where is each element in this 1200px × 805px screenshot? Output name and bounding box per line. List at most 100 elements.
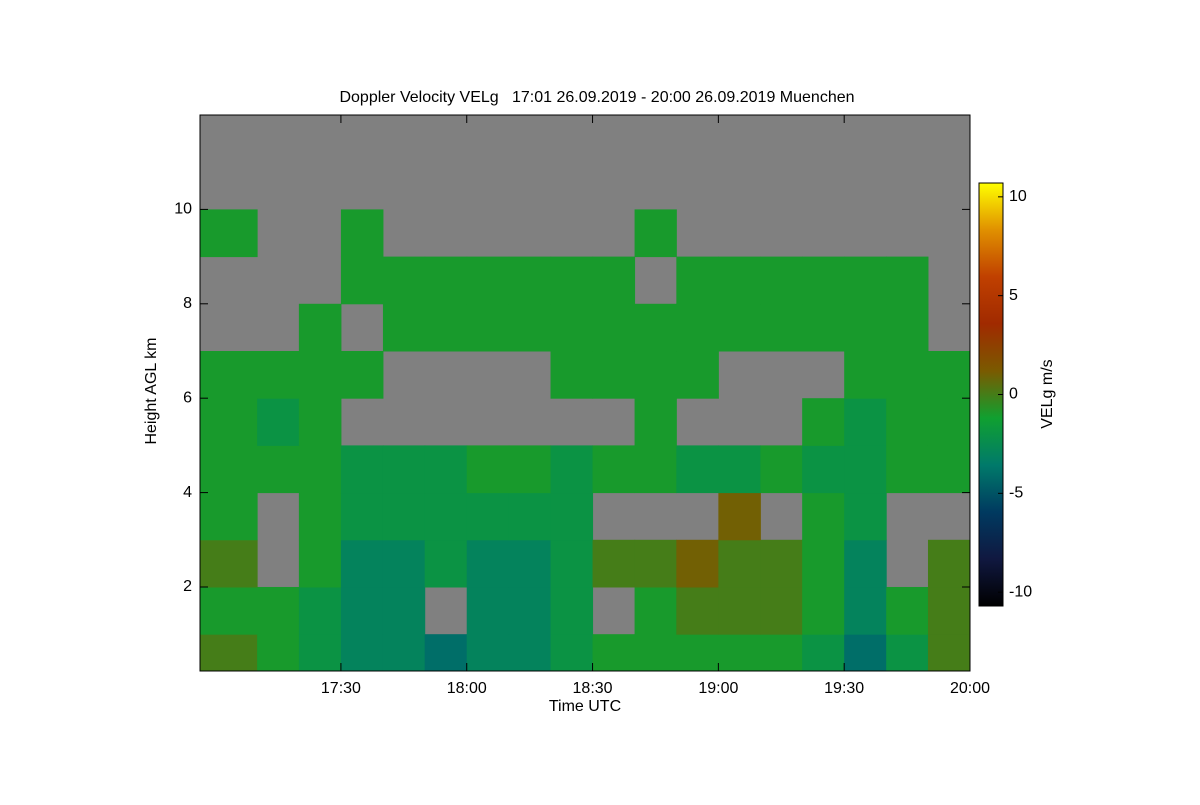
- heatmap-cell: [676, 539, 719, 588]
- heatmap-cell: [298, 445, 342, 494]
- heatmap-cell: [592, 303, 636, 352]
- heatmap-cell: [424, 303, 468, 352]
- heatmap-cell: [298, 586, 342, 635]
- heatmap-cell: [508, 586, 552, 635]
- heatmap-cell: [718, 492, 761, 541]
- heatmap-cell: [676, 445, 719, 494]
- heatmap-cell: [424, 445, 468, 494]
- heatmap-cell: [592, 256, 636, 305]
- heatmap-cell: [200, 492, 258, 541]
- heatmap-cell: [466, 256, 510, 305]
- heatmap-cell: [257, 445, 300, 494]
- heatmap-cell: [257, 634, 300, 672]
- heatmap-cell: [340, 350, 384, 399]
- heatmap-cell: [382, 492, 426, 541]
- y-tick-label: 8: [183, 295, 192, 312]
- heatmap-cell: [844, 303, 887, 352]
- heatmap-cell: [844, 256, 887, 305]
- heatmap-cell: [760, 303, 803, 352]
- heatmap-cell: [200, 586, 258, 635]
- heatmap-cell: [340, 256, 384, 305]
- x-tick-label: 19:30: [824, 680, 864, 697]
- heatmap-cell: [634, 634, 677, 672]
- heatmap-cell: [927, 634, 971, 672]
- heatmap-cell: [424, 256, 468, 305]
- heatmap-cell: [634, 350, 677, 399]
- heatmap-cell: [634, 445, 677, 494]
- heatmap-cell: [844, 350, 887, 399]
- x-tick-label: 17:30: [321, 680, 361, 697]
- heatmap-cell: [844, 398, 887, 446]
- colorbar-tick-label: -10: [1009, 583, 1032, 600]
- heatmap-cell: [634, 209, 677, 258]
- y-tick-label: 4: [183, 484, 192, 501]
- y-tick-label: 10: [174, 201, 192, 218]
- heatmap-cell: [718, 586, 761, 635]
- heatmap-cell: [634, 398, 677, 446]
- colorbar-tick-label: 10: [1009, 188, 1027, 205]
- heatmap-cell: [382, 303, 426, 352]
- heatmap-cell: [508, 634, 552, 672]
- heatmap-cell: [760, 445, 803, 494]
- heatmap-cell: [550, 586, 594, 635]
- heatmap-cell: [676, 256, 719, 305]
- heatmap-cell: [592, 445, 636, 494]
- heatmap-cell: [886, 634, 929, 672]
- heatmap-cell: [257, 586, 300, 635]
- heatmap-cell: [508, 539, 552, 588]
- colorbar-label: VELg m/s: [1039, 359, 1056, 428]
- heatmap-cell: [760, 256, 803, 305]
- heatmap-cell: [466, 539, 510, 588]
- y-tick-label: 2: [183, 578, 192, 595]
- heatmap-cell: [886, 256, 929, 305]
- heatmap-cell: [802, 634, 845, 672]
- heatmap-cell: [802, 586, 845, 635]
- heatmap-cell: [634, 539, 677, 588]
- heatmap-cell: [466, 303, 510, 352]
- heatmap-cell: [927, 586, 971, 635]
- heatmap-cell: [298, 634, 342, 672]
- heatmap-cell: [200, 634, 258, 672]
- heatmap-cell: [550, 492, 594, 541]
- heatmap-cell: [424, 539, 468, 588]
- heatmap-cell: [886, 303, 929, 352]
- heatmap-cell: [382, 256, 426, 305]
- heatmap-cell: [508, 492, 552, 541]
- heatmap-cell: [298, 350, 342, 399]
- heatmap-cell: [257, 398, 300, 446]
- heatmap-cell: [298, 492, 342, 541]
- heatmap-cell: [298, 303, 342, 352]
- x-axis-label: Time UTC: [549, 698, 621, 715]
- heatmap-cell: [592, 539, 636, 588]
- heatmap-cell: [550, 539, 594, 588]
- heatmap-cell: [340, 539, 384, 588]
- heatmap-cell: [844, 492, 887, 541]
- x-tick-label: 18:30: [573, 680, 613, 697]
- heatmap-cell: [340, 586, 384, 635]
- heatmap-cell: [592, 350, 636, 399]
- heatmap-cell: [340, 634, 384, 672]
- heatmap-cell: [634, 303, 677, 352]
- heatmap-cell: [466, 492, 510, 541]
- heatmap-cell: [718, 303, 761, 352]
- heatmap-cell: [676, 586, 719, 635]
- heatmap-cell: [718, 539, 761, 588]
- colorbar-tick-label: -5: [1009, 485, 1023, 502]
- heatmap-cell: [802, 303, 845, 352]
- heatmap-cell: [718, 256, 761, 305]
- heatmap-cell: [257, 350, 300, 399]
- heatmap-cell: [200, 539, 258, 588]
- heatmap-cell: [927, 398, 971, 446]
- heatmap-cell: [927, 350, 971, 399]
- heatmap-cell: [298, 539, 342, 588]
- heatmap-cell: [802, 256, 845, 305]
- heatmap-cell: [424, 634, 468, 672]
- heatmap-cell: [466, 586, 510, 635]
- heatmap-cell: [508, 256, 552, 305]
- heatmap-cell: [886, 586, 929, 635]
- heatmap-cell: [927, 445, 971, 494]
- heatmap-cell: [886, 350, 929, 399]
- x-tick-label: 20:00: [950, 680, 990, 697]
- heatmap-cell: [886, 398, 929, 446]
